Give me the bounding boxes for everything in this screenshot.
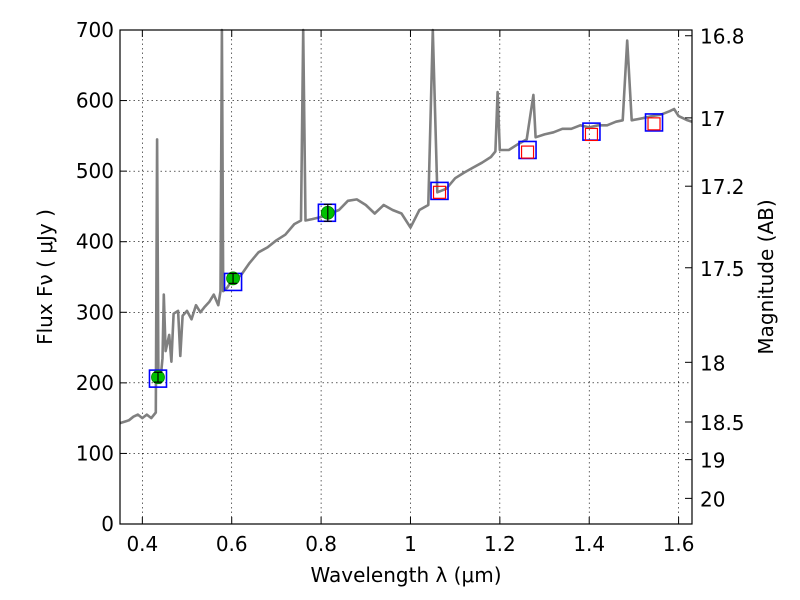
magnitude-tick-label: 18 [700, 351, 725, 375]
magnitude-tick-label: 16.8 [700, 25, 745, 49]
x-tick-label: 0.6 [216, 532, 248, 556]
plot-area [119, 28, 693, 425]
magnitude-tick-label: 18.5 [700, 411, 745, 435]
y-tick-label: 0 [101, 512, 114, 536]
y-tick-label: 300 [76, 300, 114, 324]
y-tick-label: 400 [76, 230, 114, 254]
magnitude-tick-label: 17 [700, 107, 725, 131]
plot-frame [119, 29, 693, 525]
x-tick-label: 1 [404, 532, 417, 556]
magnitude-tick-label: 19 [700, 449, 725, 473]
x-axis-title: Wavelength λ (μm) [310, 563, 501, 587]
y-axis-title: Flux Fν ( μJy ) [33, 209, 57, 345]
magnitude-tick-label: 17.2 [700, 175, 745, 199]
axis-ticks: 0.4 0.6 0.8 1 1.2 1.4 1.6 0 100 200 300 400 500 600 70… [76, 18, 745, 556]
y2-axis-title: Magnitude (AB) [754, 199, 778, 354]
nir-marker [647, 117, 661, 131]
model-box-marker [148, 369, 168, 388]
y-tick-label: 100 [76, 441, 114, 465]
y-tick-label: 500 [76, 159, 114, 183]
model-box-marker [644, 113, 664, 132]
magnitude-tick-label: 17.5 [700, 257, 745, 281]
x-tick-label: 0.4 [126, 532, 158, 556]
spectrum-line [119, 28, 693, 425]
x-tick-label: 1.6 [663, 532, 695, 556]
model-box-marker [430, 181, 449, 201]
x-tick-label: 0.8 [305, 532, 337, 556]
y-tick-label: 600 [76, 89, 114, 113]
x-tick-label: 1.4 [573, 532, 605, 556]
y-tick-label: 200 [76, 371, 114, 395]
nir-marker [520, 145, 535, 159]
nir-marker [432, 185, 447, 199]
y-tick-label: 700 [76, 18, 114, 42]
x-tick-label: 1.2 [484, 532, 516, 556]
grid [120, 29, 692, 525]
nir-marker [584, 127, 599, 142]
magnitude-tick-label: 20 [700, 487, 725, 511]
